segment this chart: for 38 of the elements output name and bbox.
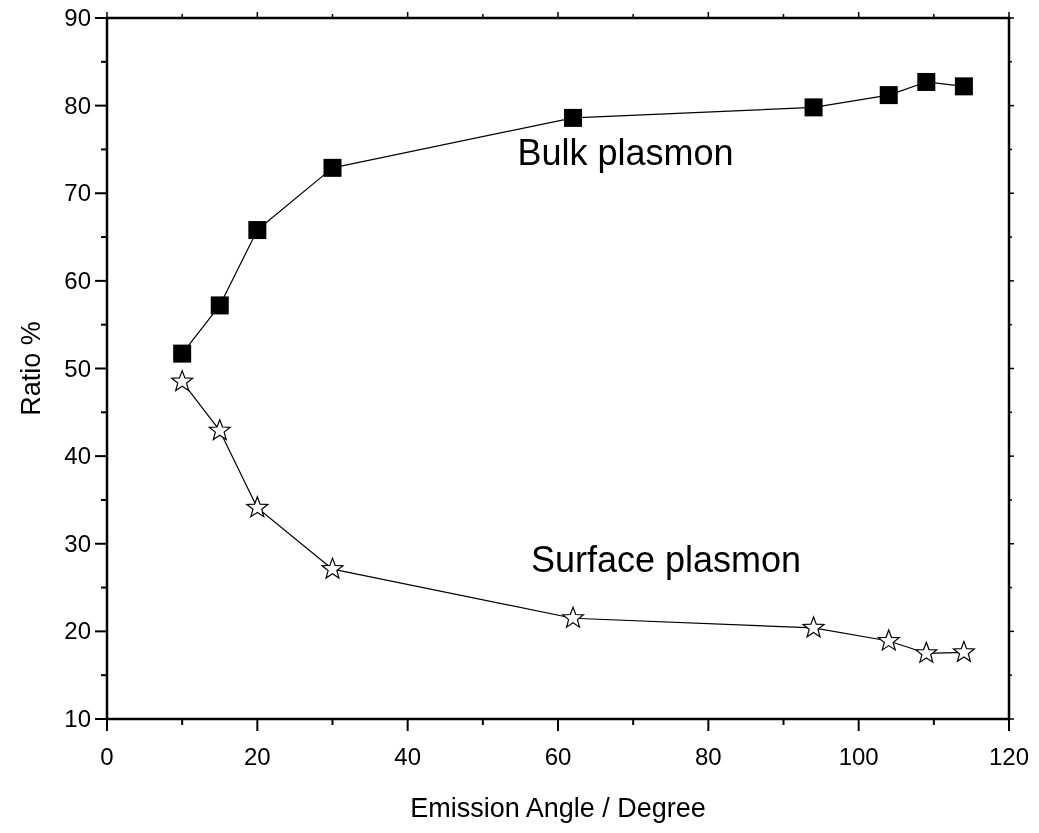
- point: [210, 296, 229, 315]
- y-tick-label: 70: [64, 179, 91, 207]
- point: [952, 640, 975, 662]
- point: [879, 86, 898, 105]
- point: [171, 370, 194, 392]
- x-tick-label: 100: [838, 743, 879, 770]
- point: [877, 629, 900, 651]
- series-label: Bulk plasmon: [517, 132, 734, 174]
- point: [804, 98, 823, 117]
- x-tick-label: 40: [394, 743, 422, 770]
- y-tick-label: 60: [64, 266, 91, 294]
- point: [248, 221, 267, 240]
- y-tick-label: 40: [64, 442, 91, 470]
- y-tick-label: 80: [64, 91, 91, 119]
- x-tick-label: 60: [544, 743, 572, 770]
- x-tick-label: 120: [988, 743, 1030, 770]
- point: [173, 344, 192, 363]
- point: [208, 419, 231, 441]
- x-axis-title: Emission Angle / Degree: [410, 793, 706, 823]
- x-tick-label: 0: [100, 743, 114, 770]
- point: [564, 108, 583, 127]
- y-axis-title: Ratio %: [16, 321, 46, 416]
- point: [246, 496, 269, 518]
- point: [561, 606, 585, 628]
- point: [917, 72, 936, 91]
- x-tick-label: 20: [243, 743, 271, 770]
- y-tick-label: 20: [64, 617, 91, 645]
- x-tick-label: 80: [694, 743, 722, 770]
- point: [915, 641, 938, 663]
- point: [323, 158, 342, 177]
- y-tick-label: 90: [64, 4, 91, 31]
- series-label: Surface plasmon: [530, 538, 802, 580]
- y-tick-label: 50: [64, 354, 91, 382]
- y-tick-label: 10: [64, 705, 91, 732]
- y-tick-label: 30: [64, 529, 91, 557]
- point: [954, 77, 973, 96]
- point: [321, 557, 344, 579]
- point: [802, 616, 825, 638]
